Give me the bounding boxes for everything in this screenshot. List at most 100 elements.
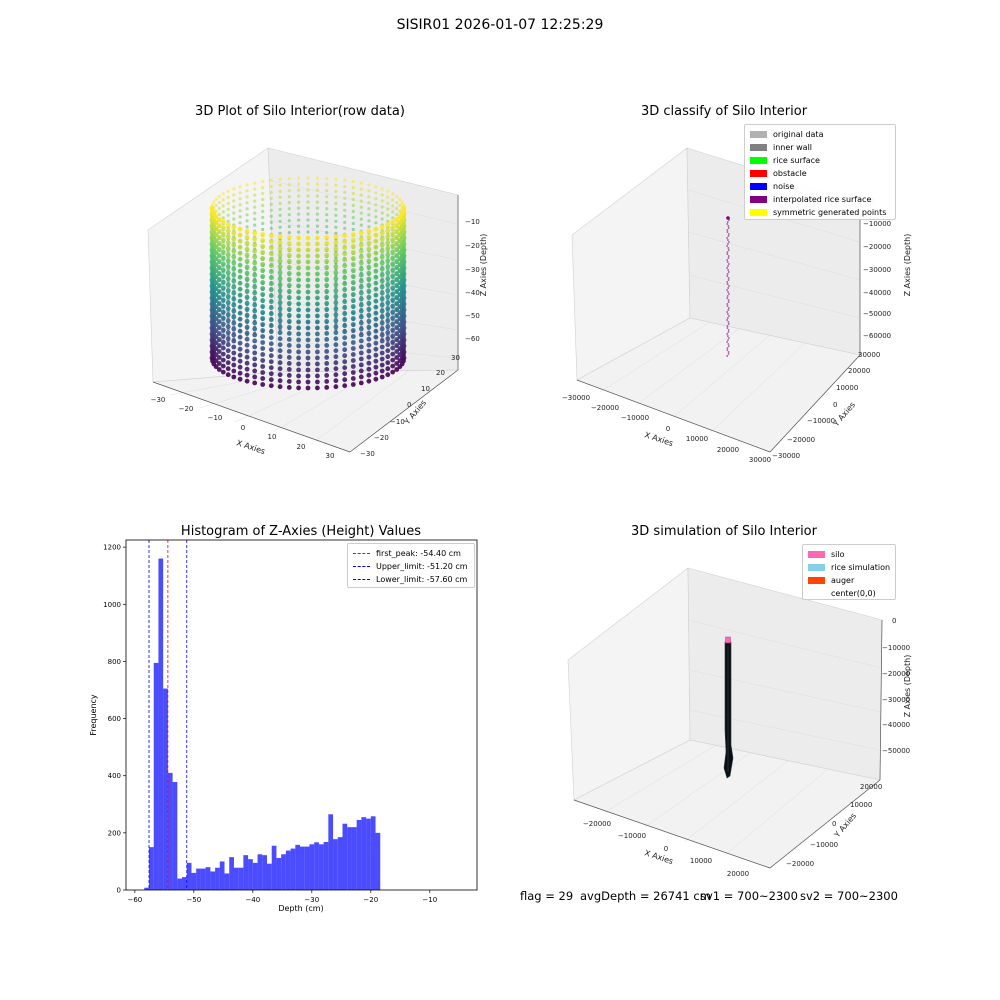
legend-swatch — [750, 183, 767, 190]
classify-point — [727, 351, 730, 353]
raw-point — [226, 219, 230, 223]
raw-point — [287, 225, 291, 229]
raw-point — [221, 204, 225, 208]
raw-point — [397, 274, 403, 280]
raw-point — [277, 294, 283, 300]
raw-point — [315, 313, 320, 319]
raw-point — [237, 334, 243, 340]
raw-point — [220, 225, 226, 231]
raw-point — [277, 318, 283, 324]
raw-point — [350, 382, 356, 387]
simulation-z-ticks: 0 −10000 −20000 −30000 −40000 −50000 — [882, 617, 910, 755]
raw-point — [305, 235, 311, 241]
raw-point — [296, 271, 301, 277]
classify-point — [726, 216, 730, 220]
classify-point — [727, 323, 730, 325]
classify-point — [726, 335, 729, 337]
histogram-bar — [342, 823, 348, 890]
raw-point — [296, 313, 301, 319]
raw-point — [373, 328, 379, 334]
raw-point — [244, 294, 250, 300]
raw-point — [260, 256, 266, 261]
raw-point — [306, 218, 310, 222]
raw-point — [260, 376, 266, 381]
raw-point — [390, 243, 396, 249]
raw-point — [231, 368, 237, 374]
raw-point — [306, 212, 310, 216]
raw-point — [268, 233, 274, 239]
raw-point — [366, 366, 372, 372]
raw-point — [390, 267, 396, 273]
raw-point — [359, 223, 363, 227]
raw-point — [342, 311, 348, 317]
raw-point — [260, 268, 266, 273]
raw-point — [213, 358, 219, 364]
raw-point — [220, 333, 226, 339]
raw-point — [260, 316, 266, 321]
raw-point — [394, 301, 400, 306]
raw-point — [225, 324, 231, 330]
raw-point — [379, 338, 385, 344]
raw-point — [231, 302, 237, 308]
raw-point — [237, 298, 243, 304]
raw-point — [244, 354, 250, 360]
raw-point — [374, 209, 378, 213]
raw-point — [216, 265, 222, 270]
raw-point — [237, 226, 243, 232]
y-tick-label: 20000 — [848, 367, 870, 375]
raw-point — [268, 275, 274, 281]
raw-point — [305, 307, 311, 313]
raw-point — [315, 259, 320, 265]
raw-point — [350, 352, 356, 357]
raw-point — [238, 215, 242, 219]
raw-point — [325, 231, 329, 235]
raw-point — [350, 268, 356, 273]
raw-point — [260, 364, 266, 369]
raw-point — [216, 259, 222, 264]
raw-scatter-points — [209, 176, 407, 391]
raw-point — [350, 232, 356, 237]
raw-point — [358, 266, 364, 272]
raw-point — [231, 242, 237, 248]
x-tick-label: 20000 — [717, 446, 739, 454]
raw-point — [252, 302, 258, 308]
raw-point — [269, 184, 273, 188]
raw-point — [324, 277, 330, 282]
raw-point — [220, 273, 226, 279]
raw-point — [269, 226, 273, 230]
raw-point — [374, 191, 378, 195]
raw-point — [213, 352, 219, 358]
raw-point — [394, 253, 400, 258]
raw-point — [213, 304, 219, 310]
raw-point — [373, 268, 379, 274]
raw-point — [244, 306, 250, 312]
raw-point — [315, 200, 319, 204]
raw-point — [351, 215, 355, 220]
raw-point — [306, 188, 310, 192]
raw-point — [268, 383, 274, 389]
raw-point — [390, 249, 396, 255]
raw-point — [260, 346, 266, 351]
raw-point — [296, 259, 301, 265]
raw-point — [252, 374, 258, 380]
raw-point — [297, 182, 301, 186]
raw-point — [231, 314, 237, 320]
histogram-bar — [158, 558, 164, 890]
raw-point — [245, 189, 249, 193]
raw-point — [213, 250, 219, 256]
raw-point — [342, 377, 348, 383]
z-tick-label: −10000 — [882, 644, 910, 652]
classify-point — [727, 265, 729, 267]
histogram-bar — [375, 832, 381, 890]
raw-point — [315, 283, 320, 289]
raw-point — [397, 298, 403, 304]
raw-point — [213, 214, 219, 220]
raw-point — [342, 341, 348, 347]
raw-point — [367, 201, 371, 205]
legend-entry: Lower_limit: -57.60 cm — [353, 573, 474, 586]
x-tick-label: −30 — [304, 896, 319, 904]
raw-point — [225, 288, 231, 294]
raw-point — [269, 214, 273, 218]
y-tick-label: 800 — [108, 658, 121, 666]
raw-point — [374, 203, 378, 207]
